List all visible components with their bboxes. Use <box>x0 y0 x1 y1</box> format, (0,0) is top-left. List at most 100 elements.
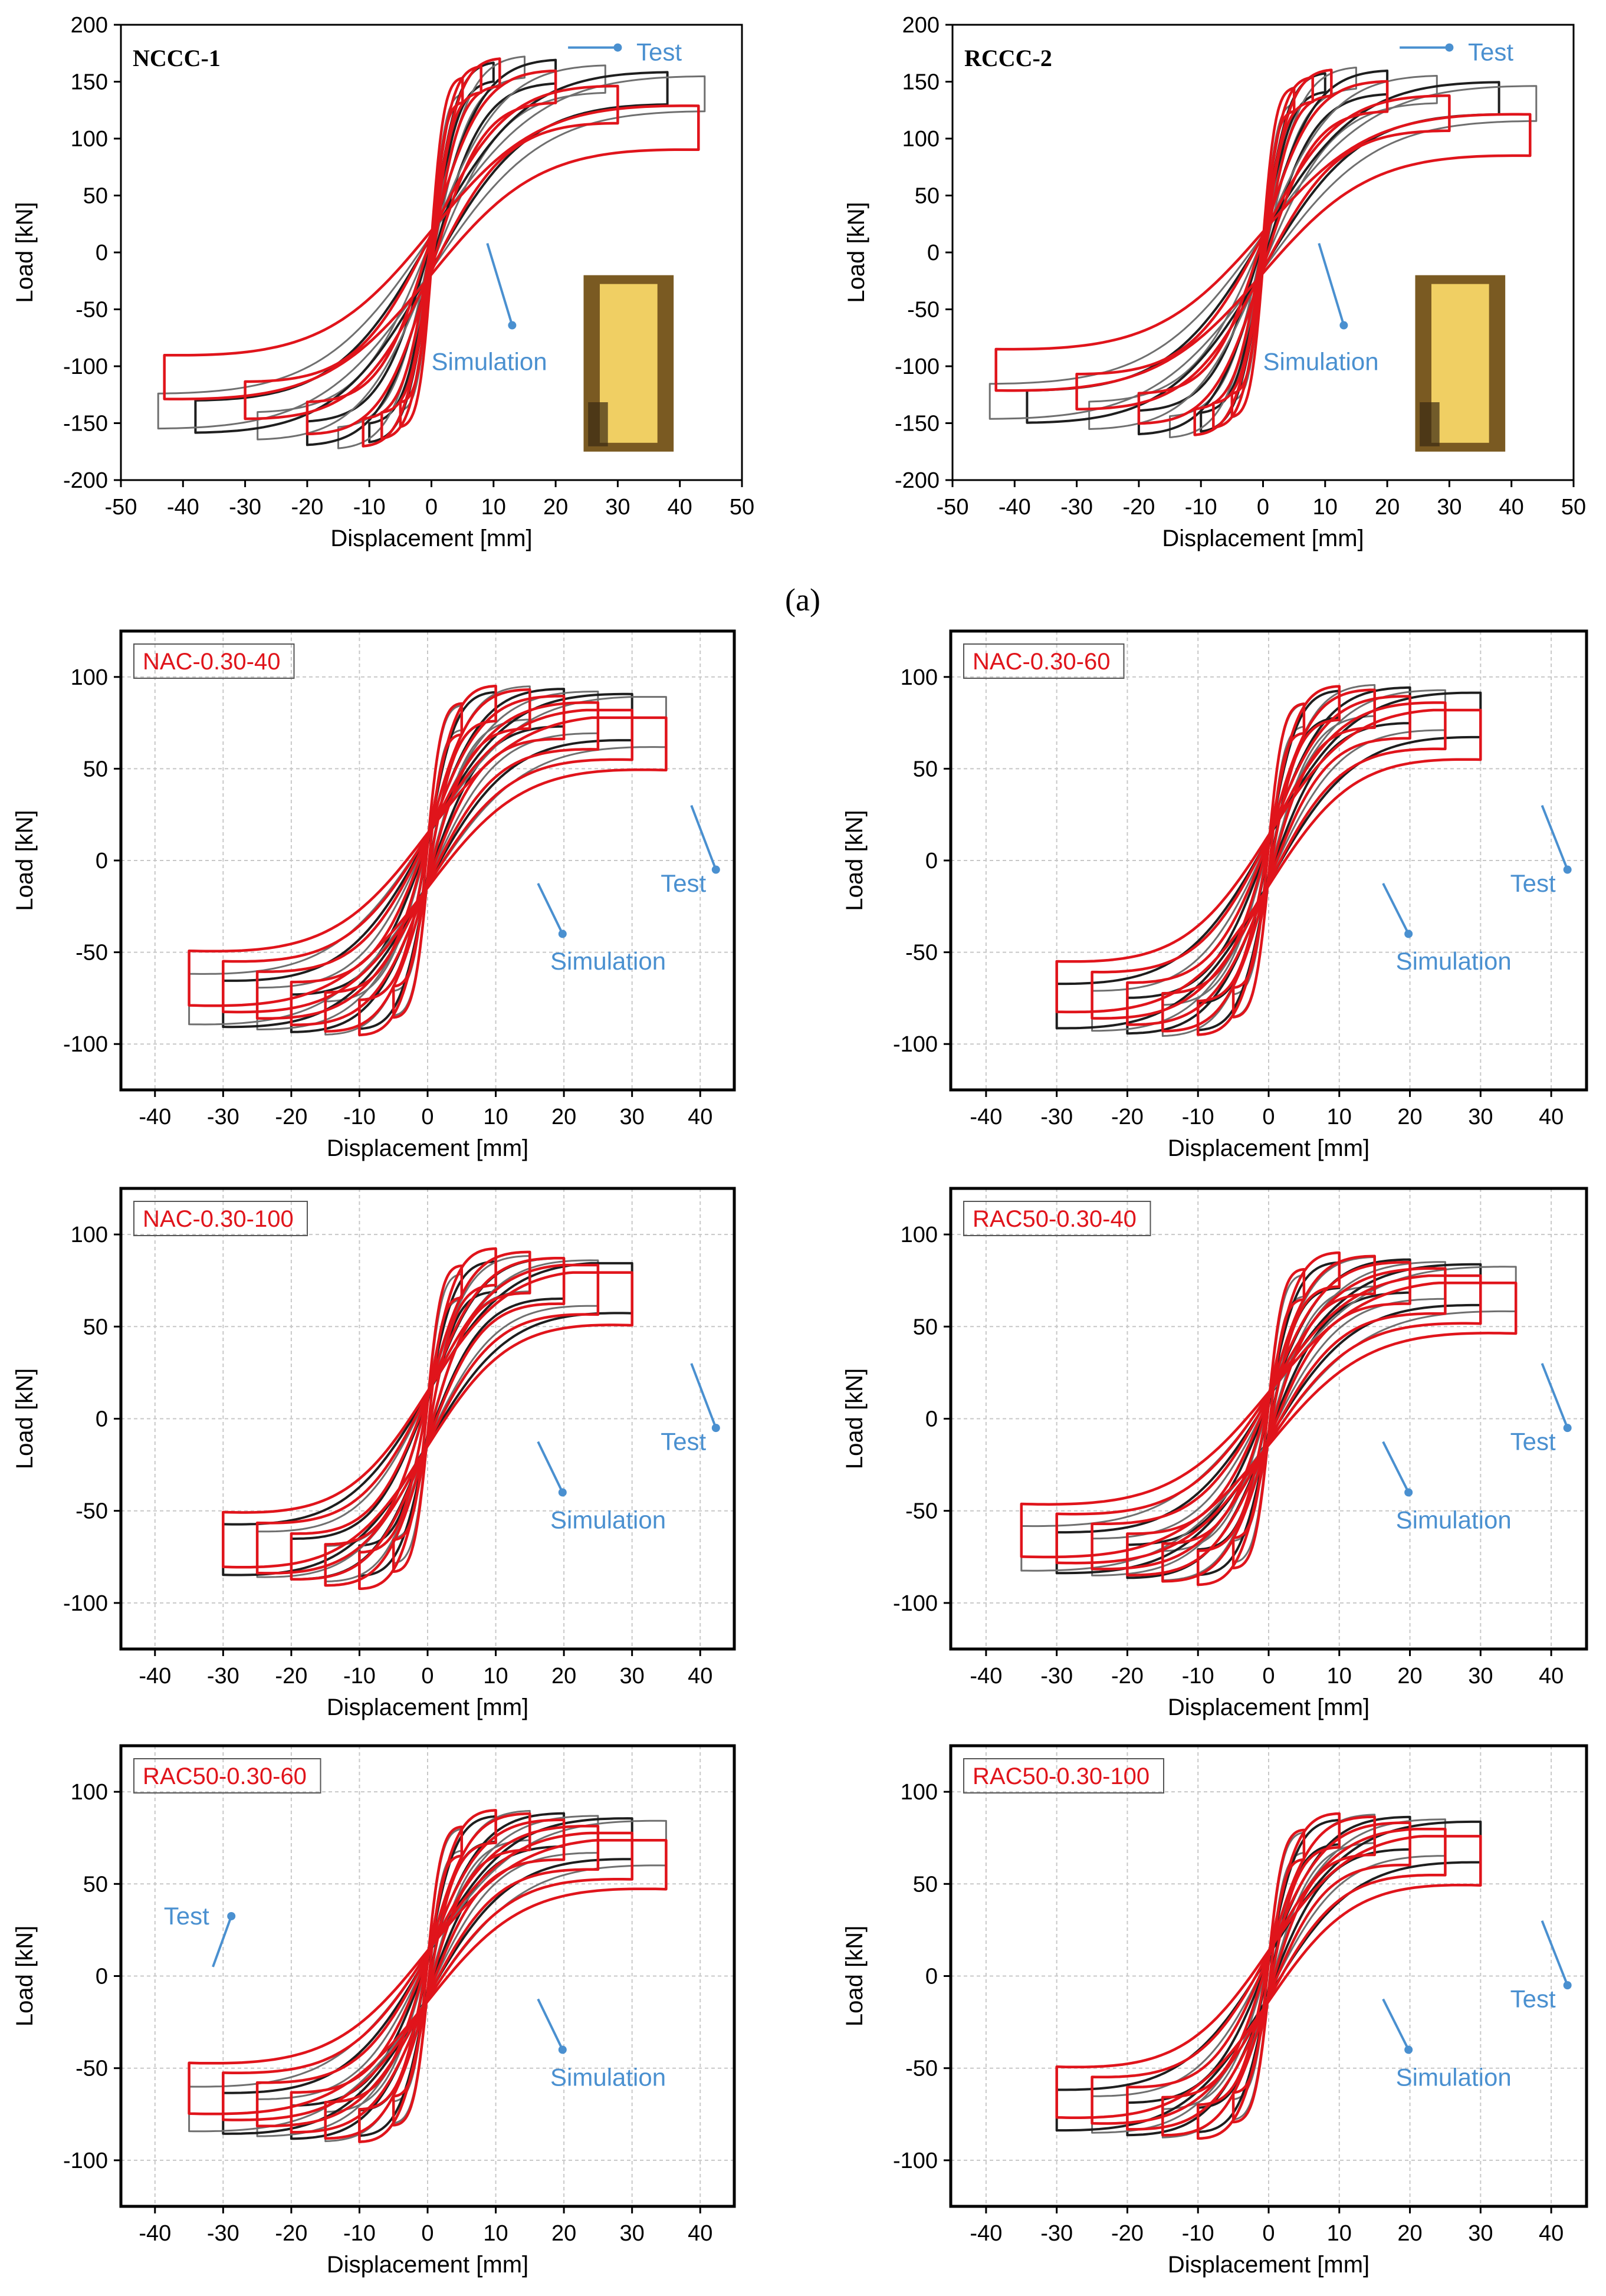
x-tick-label: 30 <box>1468 1664 1493 1689</box>
simulation-curve-loop <box>255 1263 600 1575</box>
specimen-label-box <box>133 1201 308 1236</box>
plot-area <box>188 1809 668 2143</box>
x-axis-label: Displacement [mm] <box>1168 2252 1369 2278</box>
x-tick-label: 10 <box>1313 495 1338 520</box>
simulation-curve-loop <box>290 1818 566 2134</box>
y-axis-label: Load [kN] <box>842 1926 868 2026</box>
x-axis-label: Displacement [mm] <box>327 1135 528 1161</box>
simulation-curve-loop <box>1196 685 1341 1036</box>
specimen-label-box <box>133 643 295 679</box>
x-tick-label: -20 <box>275 2221 307 2246</box>
chart-RAC50-0.30-60: -40 -30 -20 -10 0 10 20 30 40-100-50050100Displa… <box>12 1744 736 2278</box>
annotation-arrowhead <box>558 929 567 938</box>
x-tick-label: -30 <box>1040 1105 1073 1129</box>
x-tick-label: 40 <box>1539 1105 1564 1129</box>
annotation-arrowhead <box>1404 929 1413 938</box>
y-tick-label: -100 <box>63 354 108 379</box>
simulation-curve-loop <box>290 1257 566 1581</box>
y-tick-label: 0 <box>925 1965 938 1989</box>
y-tick-label: -100 <box>63 2149 108 2173</box>
test-curve-loop <box>194 71 669 434</box>
x-tick-label: -20 <box>1111 1664 1144 1689</box>
x-tick-label: -50 <box>105 495 137 520</box>
y-axis-label: Load [kN] <box>843 202 869 303</box>
x-tick-label: 20 <box>1397 2221 1422 2246</box>
simulation-curve-loop <box>1196 1812 1341 2140</box>
x-tick-label: 20 <box>551 2221 576 2246</box>
x-tick-label: -40 <box>167 495 199 520</box>
x-tick-label: -40 <box>139 1664 171 1689</box>
x-tick-label: 20 <box>551 1664 576 1689</box>
y-tick-label: -200 <box>63 468 108 493</box>
chart-NCCC-1: -50 -40 -30 -20 -10 0 10 20 30 40 50-200-150-100-5… <box>12 13 754 551</box>
x-tick-label: -20 <box>1111 2221 1144 2246</box>
x-tick-label: -20 <box>1122 495 1155 520</box>
y-tick-label: 0 <box>925 849 938 873</box>
y-tick-label: 50 <box>83 1872 108 1897</box>
annotation-label: Test <box>1510 1428 1556 1456</box>
chart-RAC50-0.30-40: -40 -30 -20 -10 0 10 20 30 40-100-50050100Displa… <box>842 1187 1588 1720</box>
annotation-arrowhead <box>613 43 622 52</box>
x-tick-label: -10 <box>1185 495 1217 520</box>
x-tick-label: 40 <box>1539 2221 1564 2246</box>
annotation-arrowhead <box>227 1911 236 1920</box>
test-curve-loop <box>1088 75 1438 430</box>
y-tick-label: 100 <box>71 1780 108 1805</box>
x-tick-label: 10 <box>483 1664 508 1689</box>
simulation-curve-loop <box>1196 1251 1341 1586</box>
y-axis-label: Load [kN] <box>12 810 38 911</box>
x-tick-label: 10 <box>1327 1105 1352 1129</box>
annotation-arrowhead <box>1404 1488 1413 1497</box>
x-tick-label: -10 <box>343 1105 376 1129</box>
simulation-curve-loop <box>306 69 557 436</box>
annotation-arrowhead <box>711 865 720 874</box>
x-tick-label: 40 <box>1539 1664 1564 1689</box>
annotation-arrowhead <box>558 2045 567 2054</box>
y-tick-label: 150 <box>71 70 108 95</box>
simulation-curve-loop <box>1126 1261 1411 1576</box>
x-tick-label: 20 <box>551 1105 576 1129</box>
x-tick-label: 0 <box>1262 1664 1275 1689</box>
annotation-label: Test <box>1468 38 1513 65</box>
x-tick-label: 30 <box>620 1105 645 1129</box>
x-tick-label: -10 <box>1182 1664 1214 1689</box>
x-tick-label: 50 <box>1561 495 1586 520</box>
y-axis-label: Load [kN] <box>12 1926 38 2026</box>
annotation-arrow <box>537 1998 564 2051</box>
x-tick-label: -20 <box>291 495 323 520</box>
x-tick-label: -40 <box>970 1664 1002 1689</box>
x-tick-label: -30 <box>1060 495 1093 520</box>
y-tick-label: -50 <box>905 2057 938 2081</box>
annotation-arrow <box>537 1441 564 1493</box>
annotation-label: Simulation <box>550 947 666 975</box>
simulation-curve-loop <box>1055 1274 1482 1565</box>
x-tick-label: 0 <box>421 1664 433 1689</box>
x-tick-label: -40 <box>970 2221 1002 2246</box>
chart-NAC-0.30-40: -40 -30 -20 -10 0 10 20 30 40-100-50050100Displa… <box>12 629 736 1161</box>
y-tick-label: -100 <box>63 1591 108 1616</box>
y-tick-label: 100 <box>71 665 108 690</box>
simulation-curve-loop <box>1161 1815 1376 2137</box>
simulation-curve-loop <box>1091 1828 1447 2125</box>
x-tick-label: 0 <box>421 1105 433 1129</box>
x-axis-label: Displacement [mm] <box>327 1694 528 1720</box>
annotation-label: Simulation <box>550 2063 666 2091</box>
annotation-arrow <box>486 242 514 326</box>
y-tick-label: 100 <box>71 127 108 152</box>
x-tick-label: -40 <box>139 2221 171 2246</box>
annotation-label: Simulation <box>432 347 547 375</box>
annotation-arrow <box>1541 1920 1569 1986</box>
y-tick-label: 100 <box>901 665 938 690</box>
x-axis-label: Displacement [mm] <box>327 2252 528 2278</box>
plot-area <box>988 67 1538 452</box>
test-curve-loop <box>157 75 706 430</box>
annotation-label: Test <box>1510 1985 1556 2013</box>
annotation-label: Simulation <box>1396 1506 1512 1533</box>
y-tick-label: 150 <box>902 70 940 95</box>
annotation-arrowhead <box>1445 43 1454 52</box>
specimen-label: NAC-0.30-40 <box>143 649 280 675</box>
x-tick-label: -30 <box>207 1664 239 1689</box>
charts-container: -50 -40 -30 -20 -10 0 10 20 30 40 50-200-150-100-5… <box>12 13 1588 2278</box>
y-tick-label: -100 <box>895 354 940 379</box>
